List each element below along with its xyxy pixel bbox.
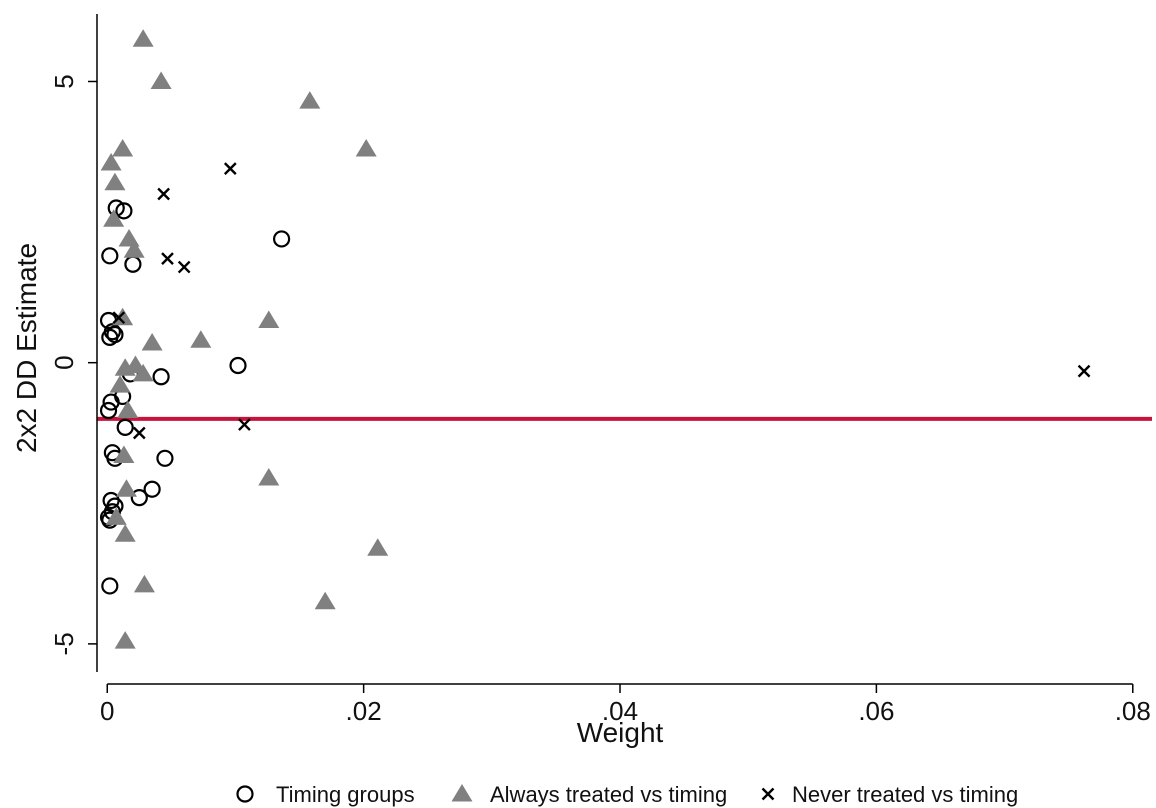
data-point-triangle bbox=[100, 153, 122, 171]
data-point-cross bbox=[157, 187, 171, 201]
data-point-circle bbox=[156, 449, 174, 467]
data-point-cross bbox=[177, 260, 191, 274]
data-point-triangle bbox=[367, 538, 389, 556]
data-point-triangle bbox=[105, 507, 127, 525]
data-point-triangle bbox=[190, 330, 212, 348]
data-point-cross bbox=[1077, 364, 1091, 378]
data-point-triangle bbox=[104, 172, 126, 191]
y-tick-label: 0 bbox=[49, 355, 79, 369]
data-point-triangle bbox=[141, 333, 163, 351]
data-point-circle bbox=[115, 202, 133, 220]
data-point-circle bbox=[152, 368, 170, 386]
data-point-triangle bbox=[299, 91, 321, 109]
data-point-circle bbox=[143, 480, 161, 498]
data-point-triangle bbox=[113, 445, 135, 463]
data-point-triangle bbox=[112, 138, 134, 157]
data-point-triangle bbox=[123, 240, 145, 258]
data-point-triangle bbox=[109, 375, 131, 393]
data-point-cross bbox=[223, 162, 237, 176]
data-point-triangle bbox=[103, 209, 125, 227]
data-point-triangle bbox=[132, 29, 154, 47]
data-point-triangle bbox=[133, 574, 155, 593]
data-point-circle bbox=[101, 247, 119, 265]
legend-marker-circle bbox=[236, 785, 254, 803]
data-point-triangle bbox=[117, 400, 139, 418]
data-point-triangle bbox=[314, 591, 336, 610]
data-point-circle bbox=[102, 393, 120, 411]
data-point-circle bbox=[124, 255, 142, 273]
legend-label: Timing groups bbox=[276, 782, 415, 807]
data-point-triangle bbox=[114, 631, 136, 649]
legend-label: Never treated vs timing bbox=[792, 782, 1018, 807]
data-point-circle bbox=[130, 489, 148, 507]
plot-area bbox=[97, 29, 1152, 649]
legend-marker-cross bbox=[761, 787, 775, 801]
data-point-triangle bbox=[258, 467, 280, 486]
data-point-circle bbox=[229, 356, 247, 375]
x-tick-label: .04 bbox=[602, 696, 638, 726]
data-point-triangle bbox=[114, 524, 136, 542]
x-tick-label: .08 bbox=[1115, 696, 1151, 726]
data-point-triangle bbox=[118, 228, 140, 247]
x-tick-label: .06 bbox=[858, 696, 894, 726]
data-point-triangle bbox=[355, 138, 377, 157]
legend: Timing groups Always treated vs timing Nev… bbox=[236, 782, 1018, 807]
data-point-cross bbox=[132, 426, 146, 440]
y-tick-label: 5 bbox=[49, 74, 79, 88]
y-axis-title: 2x2 DD Estimate bbox=[11, 243, 42, 453]
data-point-triangle bbox=[132, 363, 154, 382]
x-tick-label: 0 bbox=[100, 696, 114, 726]
y-tick-label: -5 bbox=[49, 632, 79, 655]
data-point-cross bbox=[161, 252, 174, 265]
data-point-circle bbox=[103, 323, 121, 341]
data-point-circle bbox=[101, 577, 119, 595]
data-point-triangle bbox=[115, 479, 137, 497]
x-axis-title: Weight bbox=[577, 717, 664, 748]
data-point-triangle bbox=[150, 71, 172, 89]
data-point-triangle bbox=[114, 358, 136, 376]
data-point-circle bbox=[116, 418, 134, 436]
axes: 0 .02 .04 .06 .08 -5 0 5 Weight 2x2 DD Estimate bbox=[11, 14, 1151, 748]
data-point-circle bbox=[99, 401, 118, 420]
data-point-triangle bbox=[112, 307, 134, 326]
legend-label: Always treated vs timing bbox=[490, 782, 727, 807]
data-point-circle bbox=[272, 230, 291, 248]
data-point-triangle bbox=[258, 310, 280, 329]
legend-marker-triangle bbox=[451, 784, 473, 802]
data-point-cross bbox=[112, 311, 126, 325]
x-tick-label: .02 bbox=[346, 696, 382, 726]
data-point-cross bbox=[238, 418, 251, 431]
